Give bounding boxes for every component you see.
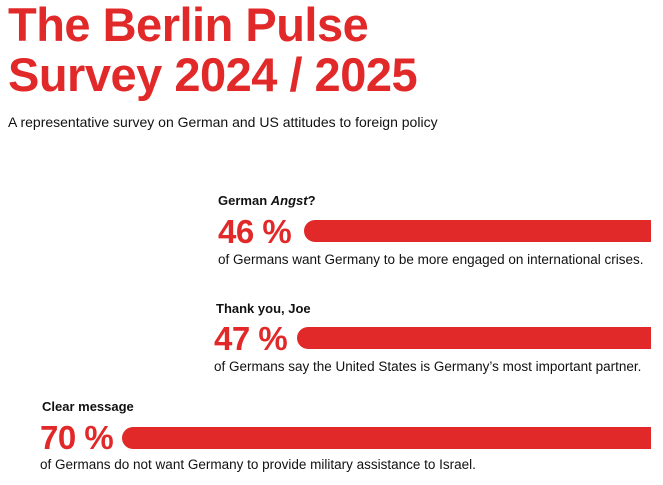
description-2: of Germans say the United States is Germ… <box>214 359 642 374</box>
description-3: of Germans do not want Germany to provid… <box>40 457 476 472</box>
title-line-2: Survey 2024 / 2025 <box>8 48 418 101</box>
title-line-1: The Berlin Pulse <box>8 0 369 51</box>
bar-1 <box>304 220 651 242</box>
bar-2 <box>297 327 651 349</box>
percent-label-2: 47 % <box>214 320 288 357</box>
page-title: The Berlin Pulse Survey 2024 / 2025 <box>8 0 418 101</box>
subtitle: A representative survey on German and US… <box>8 114 438 130</box>
item-heading-3: Clear message <box>42 399 134 414</box>
item-heading-1: German Angst? <box>218 193 316 208</box>
percent-label-1: 46 % <box>218 213 292 250</box>
description-1: of Germans want Germany to be more engag… <box>218 252 644 267</box>
bar-3 <box>122 427 651 449</box>
percent-label-3: 70 % <box>40 419 114 456</box>
item-heading-2: Thank you, Joe <box>216 301 311 316</box>
